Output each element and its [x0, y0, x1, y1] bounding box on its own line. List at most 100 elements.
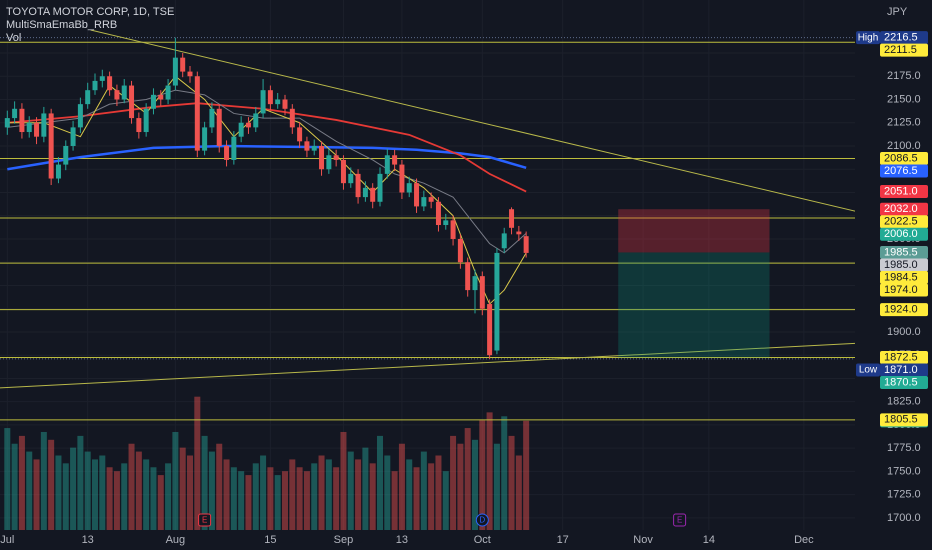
- volume-bar: [121, 463, 128, 530]
- volume-bar: [347, 451, 354, 530]
- volume-bar: [113, 471, 120, 530]
- volume-bar: [479, 420, 486, 530]
- volume-bar: [457, 443, 464, 530]
- volume-bar: [40, 431, 47, 530]
- price-tag-label: 2006.0: [884, 228, 918, 240]
- price-tag-name-bg: [856, 363, 880, 377]
- price-tag: [880, 31, 928, 45]
- price-tag: [880, 258, 928, 272]
- volume-bar: [508, 435, 515, 530]
- volume-bar: [362, 447, 369, 530]
- volume-bar: [216, 443, 223, 530]
- candle-body: [377, 173, 383, 202]
- indicator-title: MultiSmaEmaBb_RRB: [6, 19, 117, 31]
- volume-bar: [493, 443, 500, 530]
- position-target-zone: [618, 252, 770, 358]
- volume-bar: [245, 475, 252, 530]
- candle-body: [209, 108, 215, 128]
- volume-bar: [18, 435, 25, 530]
- price-tag-label: 2216.5: [884, 32, 918, 44]
- candle-body: [319, 145, 325, 170]
- y-tick-label: 2100.0: [887, 140, 921, 152]
- volume-bar: [70, 447, 77, 530]
- volume-bar: [340, 431, 347, 530]
- price-tag: [880, 270, 928, 284]
- price-tag-name: High: [858, 32, 879, 43]
- candle-body: [92, 80, 98, 91]
- candle-body: [180, 57, 186, 72]
- y-tick-label: 1775.0: [887, 442, 921, 454]
- candle-body: [414, 183, 420, 207]
- x-tick-label: 13: [396, 534, 408, 546]
- volume-bar: [187, 455, 193, 530]
- volume-bar: [398, 443, 405, 530]
- price-tag-label: 1872.5: [884, 351, 918, 363]
- volume-bar: [135, 451, 142, 530]
- x-tick-label: 13: [82, 534, 94, 546]
- x-tick-label: Nov: [633, 534, 653, 546]
- volume-title: Vol: [6, 32, 21, 44]
- moving-average: [7, 102, 527, 193]
- volume-bar: [208, 451, 215, 530]
- price-tag: [880, 227, 928, 241]
- volume-bar: [33, 459, 40, 530]
- event-marker: [198, 513, 212, 527]
- candle-body: [172, 57, 178, 86]
- volume-bar: [318, 455, 325, 530]
- candle-body: [333, 155, 339, 160]
- price-tag-label: 1985.5: [884, 246, 918, 258]
- volume-bar: [274, 475, 281, 530]
- price-tag-label: 2032.0: [884, 203, 918, 215]
- volume-bar: [450, 435, 457, 530]
- candle-body: [509, 209, 515, 228]
- candle-body: [77, 104, 83, 128]
- x-tick-label: 17: [557, 534, 569, 546]
- volume-bar: [486, 412, 493, 530]
- candle-body: [267, 90, 273, 105]
- candle-body: [516, 231, 522, 235]
- volume-bar: [11, 443, 18, 530]
- price-tag-label: 2022.5: [884, 216, 918, 228]
- candle-body: [19, 108, 25, 133]
- volume-bar: [172, 431, 179, 530]
- price-tag-label: 1985.0: [884, 259, 918, 271]
- event-label: D: [479, 516, 485, 525]
- price-tag: [880, 413, 928, 427]
- price-tag: [880, 185, 928, 199]
- price-tag-label: 2076.5: [884, 165, 918, 177]
- candle-body: [340, 159, 346, 184]
- price-tag: [880, 215, 928, 229]
- candle-body: [12, 108, 18, 119]
- volume-bar: [406, 459, 413, 530]
- price-tag: [880, 202, 928, 216]
- candle-body: [107, 76, 113, 91]
- x-tick-label: Aug: [166, 534, 186, 546]
- candle-body: [99, 76, 105, 81]
- candle-body: [289, 108, 295, 128]
- volume-bar: [472, 439, 478, 530]
- volume-bar: [384, 455, 391, 530]
- volume-bar: [157, 475, 164, 530]
- candle-body: [304, 141, 310, 151]
- price-tag-label: 1870.5: [884, 376, 918, 388]
- volume-bar: [223, 459, 230, 530]
- volume-bar: [282, 471, 288, 530]
- candle-body: [238, 122, 244, 137]
- event-label: E: [202, 516, 207, 525]
- volume-bar: [267, 467, 274, 530]
- price-tag: [880, 283, 928, 297]
- candle-body: [253, 113, 259, 128]
- candle-body: [523, 236, 529, 253]
- chart-title: TOYOTA MOTOR CORP, 1D, TSE: [6, 6, 174, 18]
- candle-body: [129, 85, 135, 119]
- y-tick-label: 1700.0: [887, 512, 921, 524]
- candle-body: [487, 304, 493, 356]
- volume-bar: [55, 455, 62, 530]
- price-tag-label: 1871.0: [884, 364, 918, 376]
- position-stop-zone: [618, 209, 770, 253]
- volume-bar: [369, 463, 376, 530]
- price-tag-label: 2086.5: [884, 152, 918, 164]
- volume-bar: [311, 463, 318, 530]
- volume-bar: [303, 471, 310, 530]
